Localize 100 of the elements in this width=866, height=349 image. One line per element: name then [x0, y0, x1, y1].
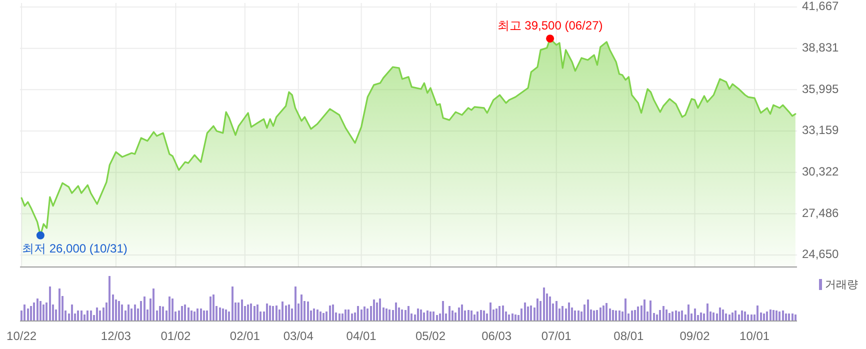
bar: [108, 276, 111, 321]
bar: [674, 310, 677, 321]
bar: [162, 306, 164, 321]
bar: [788, 313, 790, 321]
x-tick-label: 12/03: [100, 329, 132, 343]
x-tick-label: 04/01: [346, 329, 377, 343]
bar: [784, 313, 787, 321]
bar: [782, 310, 784, 321]
bar: [502, 305, 504, 321]
bar: [58, 288, 60, 321]
bar: [442, 300, 444, 321]
bar: [350, 313, 353, 321]
bar: [284, 306, 287, 321]
bar: [555, 301, 558, 321]
bar: [718, 308, 721, 321]
bar: [272, 306, 274, 321]
bar: [385, 308, 388, 321]
bar: [247, 304, 250, 321]
bar: [430, 312, 432, 321]
bar: [288, 304, 290, 321]
bar: [379, 298, 382, 321]
bar: [357, 306, 360, 321]
x-tick-label: 06/03: [482, 329, 512, 343]
bar: [480, 310, 482, 321]
bar: [549, 296, 552, 321]
y-tick-label: 41,667: [802, 0, 840, 14]
bar: [615, 310, 618, 321]
bar: [612, 310, 614, 321]
bar: [194, 312, 196, 321]
bar: [306, 302, 309, 321]
bar: [99, 310, 102, 321]
x-tick-label: 09/02: [680, 329, 710, 343]
bar: [568, 302, 570, 321]
bar: [36, 298, 38, 321]
bar: [681, 310, 684, 321]
annotation: 최저 26,000 (10/31): [22, 241, 128, 256]
x-tick-label: 07/01: [541, 329, 572, 343]
bar: [524, 302, 526, 321]
bar: [762, 313, 765, 321]
bar: [222, 308, 224, 321]
bar: [530, 306, 532, 321]
bar: [196, 308, 199, 321]
bar: [218, 308, 221, 321]
bar: [769, 309, 772, 321]
bar: [90, 310, 92, 321]
bar: [338, 313, 340, 321]
bar: [778, 312, 781, 321]
x-tick-label: 02/01: [230, 329, 260, 343]
bar: [33, 302, 36, 321]
bar: [436, 315, 438, 321]
bar: [416, 308, 419, 321]
bar: [756, 305, 759, 321]
bar: [143, 296, 146, 321]
bar: [766, 312, 768, 321]
bar: [158, 306, 161, 321]
bar: [240, 299, 243, 321]
x-tick-label: 08/01: [614, 329, 644, 343]
bar: [634, 310, 636, 321]
bar: [401, 309, 404, 321]
bar: [772, 310, 774, 321]
y-tick-label: 30,322: [802, 164, 840, 179]
bar: [209, 296, 212, 321]
bar: [332, 304, 334, 321]
bar: [460, 304, 463, 321]
bar: [593, 310, 596, 321]
bar: [662, 306, 664, 321]
bar: [527, 306, 530, 321]
bar: [168, 296, 170, 321]
bar: [458, 308, 460, 321]
x-tick-label: 05/02: [416, 329, 446, 343]
bar: [562, 306, 564, 321]
y-tick-label: 35,995: [802, 82, 840, 96]
bar: [238, 302, 240, 321]
bar: [606, 303, 608, 321]
bar: [294, 286, 296, 321]
bar: [574, 310, 576, 321]
bar: [256, 304, 259, 321]
bar: [300, 294, 303, 321]
bar: [476, 312, 479, 321]
bar: [130, 308, 133, 321]
bar: [637, 306, 640, 321]
bar: [596, 310, 598, 321]
bar: [496, 308, 498, 321]
bar: [187, 308, 190, 321]
bar: [190, 310, 192, 321]
bar: [706, 303, 708, 321]
bar: [134, 304, 136, 321]
bar: [432, 312, 435, 321]
bar: [722, 309, 724, 321]
legend-label: 거래량: [825, 278, 858, 291]
bar: [423, 312, 426, 321]
bar: [212, 294, 214, 321]
bar: [394, 302, 397, 321]
bar: [470, 310, 472, 321]
bar: [344, 309, 347, 321]
bar: [200, 308, 202, 321]
bar: [536, 298, 538, 321]
bar: [282, 302, 284, 321]
bar: [77, 310, 80, 321]
bar: [231, 286, 234, 321]
